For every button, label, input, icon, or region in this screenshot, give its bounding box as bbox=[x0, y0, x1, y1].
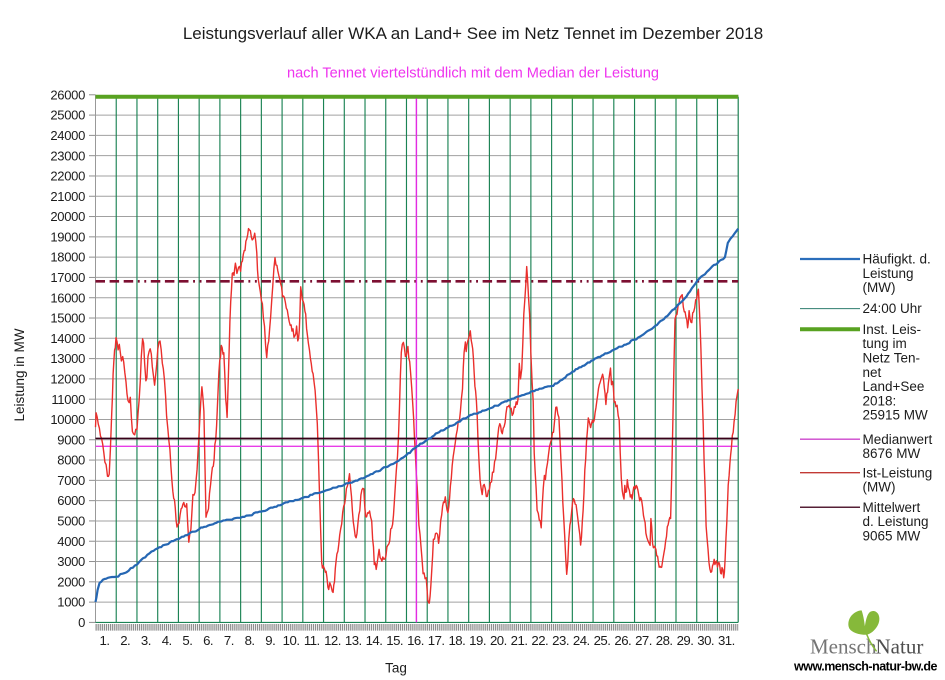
svg-text:13000: 13000 bbox=[50, 351, 85, 366]
svg-text:17000: 17000 bbox=[50, 270, 85, 285]
svg-text:29.: 29. bbox=[677, 633, 694, 648]
svg-text:2018:: 2018: bbox=[863, 393, 897, 408]
svg-text:2000: 2000 bbox=[57, 574, 85, 589]
svg-text:6000: 6000 bbox=[57, 493, 85, 508]
svg-text:20.: 20. bbox=[490, 633, 507, 648]
svg-text:17.: 17. bbox=[428, 633, 445, 648]
svg-text:Medianwert: Medianwert bbox=[863, 432, 933, 447]
svg-text:14.: 14. bbox=[366, 633, 383, 648]
svg-text:24000: 24000 bbox=[50, 128, 85, 143]
svg-text:18.: 18. bbox=[448, 633, 465, 648]
svg-text:14000: 14000 bbox=[50, 331, 85, 346]
svg-text:www.mensch-natur-bw.de: www.mensch-natur-bw.de bbox=[793, 660, 937, 674]
svg-text:1000: 1000 bbox=[57, 595, 85, 610]
svg-text:19000: 19000 bbox=[50, 229, 85, 244]
svg-text:24:00 Uhr: 24:00 Uhr bbox=[863, 301, 923, 316]
svg-text:(MW): (MW) bbox=[863, 480, 896, 495]
svg-text:net: net bbox=[863, 365, 882, 380]
svg-text:1.: 1. bbox=[100, 633, 110, 648]
svg-text:Häufigkt. d.: Häufigkt. d. bbox=[863, 252, 931, 267]
svg-text:18000: 18000 bbox=[50, 250, 85, 265]
svg-text:Ist-Leistung: Ist-Leistung bbox=[863, 465, 933, 480]
svg-text:Land+See: Land+See bbox=[863, 379, 925, 394]
svg-text:31.: 31. bbox=[718, 633, 735, 648]
svg-text:25915 MW: 25915 MW bbox=[863, 408, 929, 423]
svg-text:Inst. Leis-: Inst. Leis- bbox=[863, 322, 922, 337]
svg-text:6.: 6. bbox=[203, 633, 213, 648]
svg-text:15000: 15000 bbox=[50, 311, 85, 326]
svg-text:19.: 19. bbox=[469, 633, 486, 648]
svg-text:21.: 21. bbox=[511, 633, 528, 648]
svg-text:9.: 9. bbox=[265, 633, 275, 648]
svg-text:3.: 3. bbox=[141, 633, 151, 648]
svg-text:8.: 8. bbox=[245, 633, 255, 648]
svg-text:23000: 23000 bbox=[50, 148, 85, 163]
svg-text:d. Leistung: d. Leistung bbox=[863, 514, 929, 529]
svg-text:5000: 5000 bbox=[57, 514, 85, 529]
svg-text:12.: 12. bbox=[324, 633, 341, 648]
svg-text:10.: 10. bbox=[283, 633, 300, 648]
svg-text:8000: 8000 bbox=[57, 453, 85, 468]
svg-text:nach Tennet viertelstündlich m: nach Tennet viertelstündlich mit dem Med… bbox=[287, 66, 659, 82]
svg-text:Leistung in MW: Leistung in MW bbox=[12, 328, 27, 421]
svg-text:7.: 7. bbox=[224, 633, 234, 648]
svg-text:16.: 16. bbox=[407, 633, 424, 648]
svg-text:Tag: Tag bbox=[385, 661, 407, 676]
svg-text:21000: 21000 bbox=[50, 189, 85, 204]
svg-text:22000: 22000 bbox=[50, 169, 85, 184]
svg-text:20000: 20000 bbox=[50, 209, 85, 224]
svg-text:24.: 24. bbox=[573, 633, 590, 648]
svg-text:22.: 22. bbox=[531, 633, 548, 648]
svg-text:tung im: tung im bbox=[863, 336, 907, 351]
svg-text:30.: 30. bbox=[697, 633, 714, 648]
svg-text:26000: 26000 bbox=[50, 87, 85, 102]
svg-text:Leistungsverlauf aller WKA an: Leistungsverlauf aller WKA an Land+ See … bbox=[183, 24, 763, 43]
svg-text:23.: 23. bbox=[552, 633, 569, 648]
svg-text:3000: 3000 bbox=[57, 554, 85, 569]
svg-text:28.: 28. bbox=[656, 633, 673, 648]
svg-text:4.: 4. bbox=[162, 633, 172, 648]
svg-text:12000: 12000 bbox=[50, 372, 85, 387]
svg-text:11.: 11. bbox=[304, 633, 320, 648]
svg-text:Netz Ten-: Netz Ten- bbox=[863, 351, 921, 366]
svg-text:26.: 26. bbox=[614, 633, 631, 648]
svg-text:8676 MW: 8676 MW bbox=[863, 446, 921, 461]
svg-text:5.: 5. bbox=[182, 633, 192, 648]
svg-text:4000: 4000 bbox=[57, 534, 85, 549]
svg-text:9065 MW: 9065 MW bbox=[863, 529, 921, 544]
svg-text:25000: 25000 bbox=[50, 108, 85, 123]
svg-text:Leistung: Leistung bbox=[863, 266, 914, 281]
svg-text:7000: 7000 bbox=[57, 473, 85, 488]
svg-text:Mensch: Mensch bbox=[810, 635, 877, 659]
svg-text:27.: 27. bbox=[635, 633, 652, 648]
svg-text:13.: 13. bbox=[345, 633, 362, 648]
svg-text:(MW): (MW) bbox=[863, 280, 896, 295]
svg-text:9000: 9000 bbox=[57, 432, 85, 447]
svg-text:2.: 2. bbox=[120, 633, 130, 648]
svg-text:0: 0 bbox=[78, 615, 85, 630]
svg-text:25.: 25. bbox=[594, 633, 611, 648]
svg-text:Mittelwert: Mittelwert bbox=[863, 500, 921, 515]
svg-text:Natur: Natur bbox=[876, 635, 924, 659]
svg-text:15.: 15. bbox=[386, 633, 403, 648]
svg-text:11000: 11000 bbox=[51, 392, 85, 407]
svg-text:10000: 10000 bbox=[50, 412, 85, 427]
svg-text:16000: 16000 bbox=[50, 290, 85, 305]
